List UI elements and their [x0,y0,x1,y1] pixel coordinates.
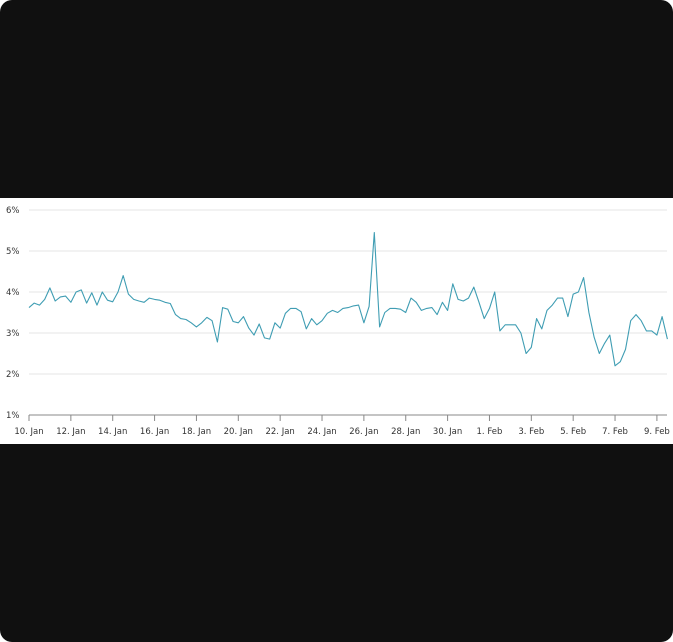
y-tick-label: 6% [6,206,20,216]
x-tick-label: 3. Feb [518,427,544,437]
y-tick-label: 2% [6,370,20,380]
x-tick-label: 30. Jan [433,427,462,437]
y-tick-label: 3% [6,329,20,339]
y-tick-label: 1% [6,411,20,421]
x-tick-label: 26. Jan [349,427,378,437]
x-tick-label: 10. Jan [14,427,43,437]
x-tick-label: 16. Jan [140,427,169,437]
series-line [28,231,668,367]
x-tick-label: 14. Jan [98,427,127,437]
x-tick-label: 20. Jan [224,427,253,437]
x-tick-label: 7. Feb [602,427,628,437]
y-tick-label: 4% [6,288,20,298]
x-tick-label: 28. Jan [391,427,420,437]
x-tick-label: 12. Jan [56,427,85,437]
chart-panel [0,198,673,444]
x-tick-label: 9. Feb [644,427,670,437]
x-tick-label: 18. Jan [182,427,211,437]
x-tick-label: 24. Jan [307,427,336,437]
y-tick-label: 5% [6,247,20,257]
x-tick-label: 5. Feb [560,427,586,437]
x-tick-label: 22. Jan [265,427,294,437]
x-tick-label: 1. Feb [477,427,503,437]
